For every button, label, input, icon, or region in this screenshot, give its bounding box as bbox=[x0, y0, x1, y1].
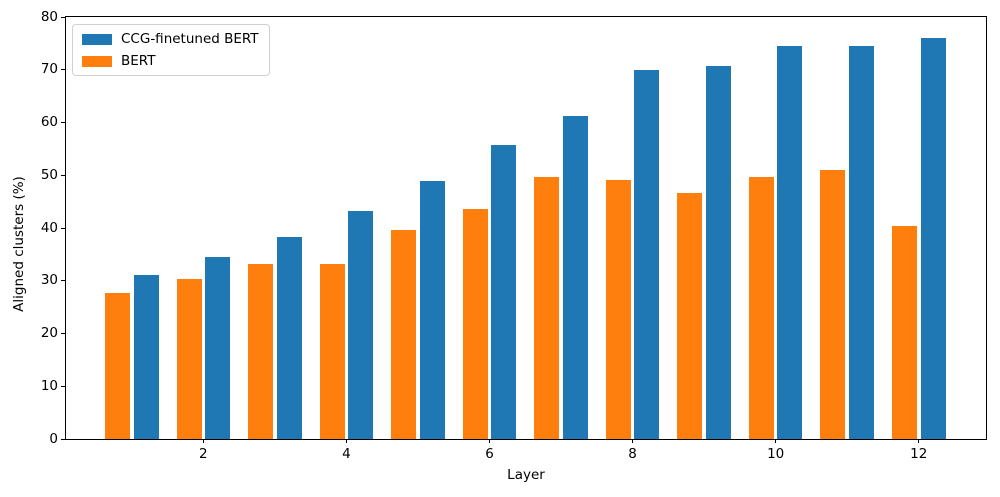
legend-item-bert: BERT bbox=[82, 53, 259, 69]
legend-item-ccg-finetuned-bert: CCG-finetuned BERT bbox=[82, 31, 259, 47]
bar-ccg-finetuned-bert-layer-10 bbox=[777, 46, 803, 439]
x-tick-mark bbox=[918, 439, 920, 443]
x-tick-mark bbox=[489, 439, 490, 443]
y-tick-label: 80 bbox=[40, 8, 58, 25]
x-tick-mark bbox=[202, 439, 204, 443]
x-tick-label: 4 bbox=[342, 446, 351, 462]
bar-bert-layer-4 bbox=[319, 263, 345, 439]
x-tick-mark bbox=[775, 439, 777, 443]
legend-label: CCG-finetuned BERT bbox=[121, 31, 259, 47]
y-tick-mark bbox=[61, 333, 65, 334]
y-tick-mark bbox=[61, 16, 65, 18]
legend-label: BERT bbox=[121, 53, 156, 69]
y-tick-mark bbox=[61, 69, 65, 71]
bar-bert-layer-6 bbox=[462, 209, 488, 439]
x-tick-label: 6 bbox=[485, 446, 494, 462]
bar-ccg-finetuned-bert-layer-1 bbox=[133, 274, 159, 439]
y-tick-label: 70 bbox=[40, 61, 58, 78]
bar-bert-layer-1 bbox=[104, 292, 131, 439]
bar-bert-layer-12 bbox=[891, 225, 917, 439]
bar-ccg-finetuned-bert-layer-5 bbox=[419, 181, 445, 439]
y-tick-label: 30 bbox=[40, 272, 58, 289]
bar-ccg-finetuned-bert-layer-7 bbox=[562, 116, 588, 439]
y-tick-label: 60 bbox=[40, 114, 58, 130]
bar-ccg-finetuned-bert-layer-3 bbox=[276, 236, 302, 439]
legend-swatch-ccg-finetuned-bert bbox=[82, 33, 112, 45]
y-tick-label: 50 bbox=[40, 166, 58, 183]
y-axis-label: Aligned clusters (%) bbox=[11, 176, 27, 312]
bar-ccg-finetuned-bert-layer-9 bbox=[705, 65, 731, 439]
y-tick-label: 10 bbox=[40, 377, 58, 394]
bar-bert-layer-11 bbox=[820, 169, 846, 439]
bar-ccg-finetuned-bert-layer-6 bbox=[491, 145, 517, 439]
bar-ccg-finetuned-bert-layer-11 bbox=[849, 45, 875, 439]
legend-swatch-bert bbox=[82, 55, 112, 67]
x-tick-label: 12 bbox=[910, 446, 928, 462]
bar-bert-layer-3 bbox=[248, 263, 274, 439]
plot-area: 0 10 20 30 40 50 60 70 80 2 4 6 8 10 12 Aligned cluste… bbox=[11, 9, 987, 483]
bar-bert-layer-8 bbox=[605, 180, 631, 439]
y-tick-mark bbox=[61, 227, 65, 229]
y-tick-mark bbox=[61, 438, 65, 440]
bar-bert-layer-10 bbox=[748, 176, 774, 439]
y-tick-label: 20 bbox=[40, 325, 58, 341]
bar-ccg-finetuned-bert-layer-12 bbox=[920, 37, 946, 439]
y-tick-label: 40 bbox=[40, 219, 58, 236]
bar-bert-layer-5 bbox=[391, 230, 417, 439]
bar-ccg-finetuned-bert-layer-8 bbox=[634, 70, 660, 439]
y-tick-mark bbox=[61, 122, 65, 123]
y-tick-mark bbox=[61, 385, 65, 387]
x-tick-label: 2 bbox=[199, 446, 208, 462]
bar-ccg-finetuned-bert-layer-4 bbox=[348, 210, 374, 439]
x-tick-label: 10 bbox=[767, 446, 785, 462]
x-tick-label: 8 bbox=[628, 446, 637, 462]
y-tick-mark bbox=[61, 174, 65, 176]
y-tick-mark bbox=[61, 280, 65, 282]
x-tick-mark bbox=[345, 439, 347, 443]
bar-bert-layer-2 bbox=[176, 278, 202, 439]
y-tick-label: 0 bbox=[49, 430, 58, 447]
bar-ccg-finetuned-bert-layer-2 bbox=[205, 257, 231, 439]
bar-bert-layer-7 bbox=[534, 176, 560, 439]
x-tick-mark bbox=[632, 439, 634, 443]
bar-bert-layer-9 bbox=[677, 192, 703, 439]
legend: CCG-finetuned BERT BERT bbox=[72, 24, 270, 76]
